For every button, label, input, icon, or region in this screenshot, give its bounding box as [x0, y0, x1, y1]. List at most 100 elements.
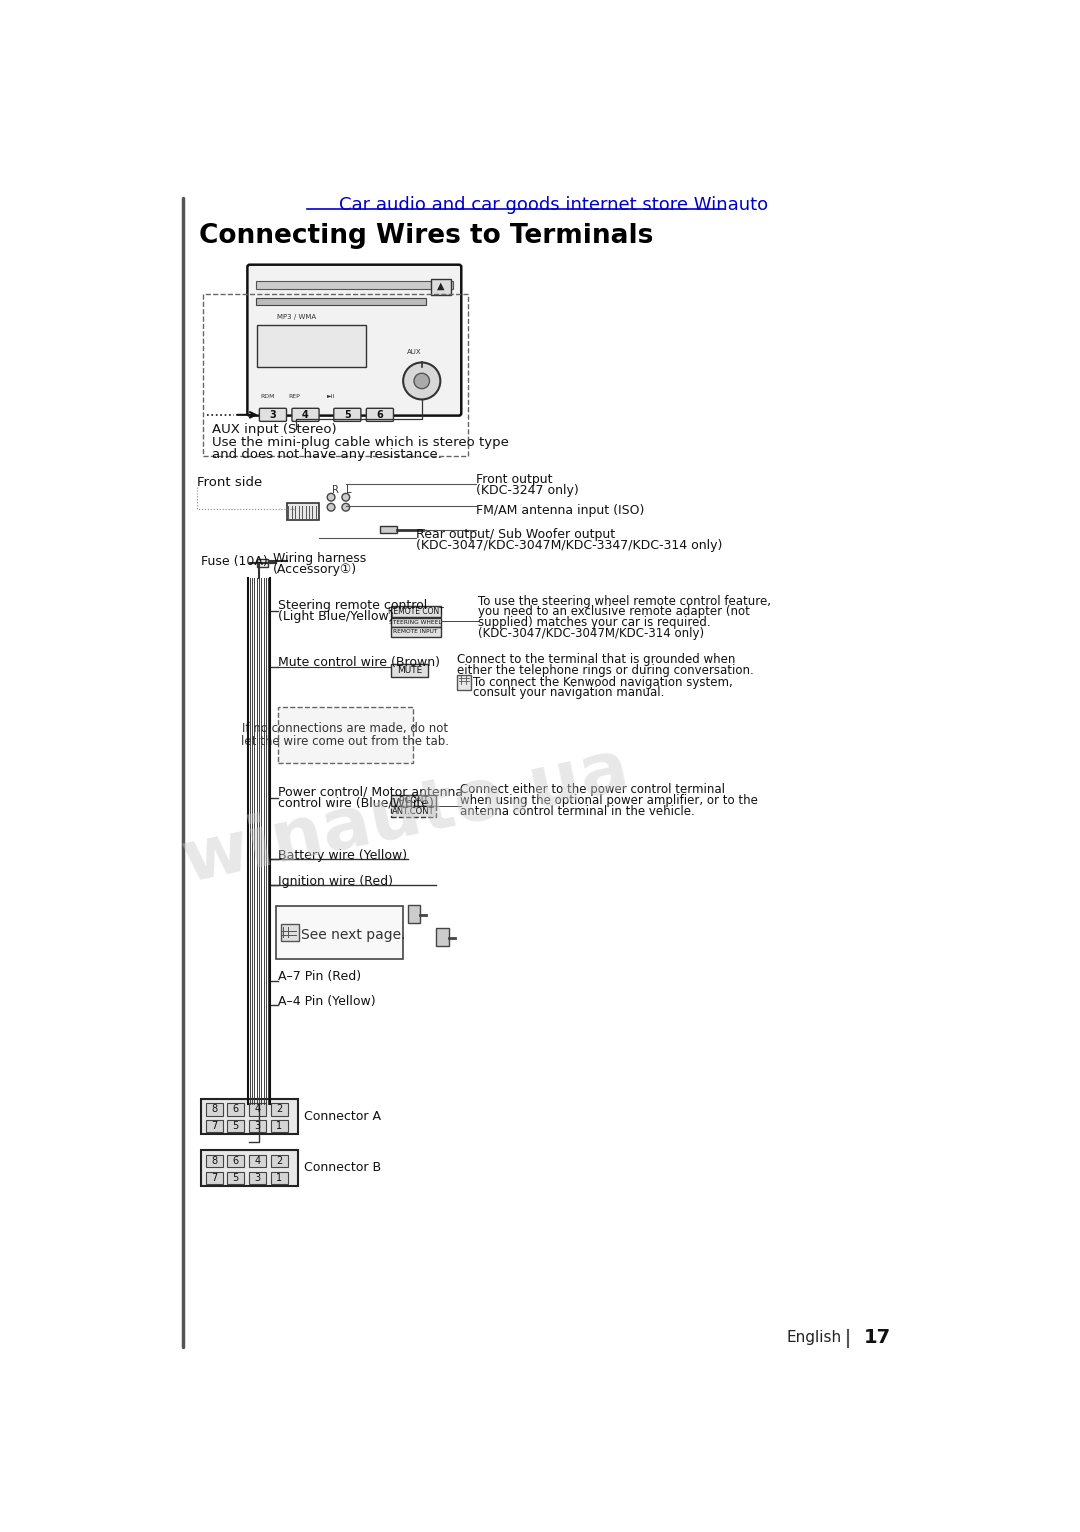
- Text: 7: 7: [211, 1174, 217, 1183]
- Text: antenna control terminal in the vehicle.: antenna control terminal in the vehicle.: [460, 804, 696, 818]
- Text: 2: 2: [276, 1157, 282, 1166]
- Text: Fuse (10A): Fuse (10A): [201, 555, 268, 568]
- Text: English: English: [786, 1330, 841, 1345]
- Text: Connector A: Connector A: [303, 1109, 381, 1123]
- Text: Use the mini-plug cable which is stereo type: Use the mini-plug cable which is stereo …: [213, 435, 510, 449]
- Bar: [257, 325, 366, 368]
- Text: supplied) matches your car is required.: supplied) matches your car is required.: [477, 616, 711, 630]
- Text: 6: 6: [232, 1157, 239, 1166]
- Bar: [203, 294, 469, 455]
- Bar: [256, 280, 453, 288]
- Text: you need to an exclusive remote adapter (not: you need to an exclusive remote adapter …: [477, 605, 750, 619]
- Text: 1: 1: [276, 1121, 282, 1131]
- Bar: [408, 904, 420, 924]
- Text: (Light Blue/Yellow): (Light Blue/Yellow): [278, 610, 393, 624]
- Bar: [391, 617, 441, 628]
- FancyBboxPatch shape: [259, 409, 286, 421]
- Text: consult your navigation manual.: consult your navigation manual.: [473, 686, 664, 699]
- Text: 3: 3: [255, 1174, 260, 1183]
- Bar: [257, 559, 268, 567]
- Text: RDM: RDM: [260, 394, 275, 398]
- Bar: [227, 1155, 244, 1167]
- FancyBboxPatch shape: [457, 676, 471, 689]
- Text: Rear output/ Sub Woofer output: Rear output/ Sub Woofer output: [416, 527, 615, 541]
- Text: 3: 3: [255, 1121, 260, 1131]
- Text: Connect to the terminal that is grounded when: Connect to the terminal that is grounded…: [458, 653, 735, 666]
- Bar: [391, 795, 435, 806]
- Text: R: R: [332, 484, 338, 495]
- Text: 6: 6: [377, 411, 383, 420]
- Bar: [271, 1155, 287, 1167]
- Bar: [271, 1172, 287, 1184]
- Bar: [201, 1151, 298, 1186]
- Bar: [287, 504, 320, 521]
- Bar: [278, 708, 414, 763]
- Text: (KDC-3047/KDC-3047M/KDC-3347/KDC-314 only): (KDC-3047/KDC-3047M/KDC-3347/KDC-314 onl…: [416, 539, 721, 552]
- Text: 3: 3: [270, 411, 276, 420]
- Text: Connecting Wires to Terminals: Connecting Wires to Terminals: [199, 224, 653, 250]
- Text: MUTE: MUTE: [396, 666, 422, 676]
- Text: 1: 1: [276, 1174, 282, 1183]
- FancyBboxPatch shape: [366, 409, 393, 421]
- Text: Front output: Front output: [476, 473, 553, 486]
- Text: AUX: AUX: [407, 349, 421, 355]
- Text: MP3 / WMA: MP3 / WMA: [276, 314, 315, 320]
- Text: Wiring harness: Wiring harness: [273, 553, 366, 565]
- Text: winauto.ua: winauto.ua: [176, 734, 636, 896]
- Bar: [205, 1120, 222, 1132]
- Text: FM/AM antenna input (ISO): FM/AM antenna input (ISO): [476, 504, 645, 516]
- Bar: [227, 1120, 244, 1132]
- Bar: [248, 1103, 266, 1115]
- FancyBboxPatch shape: [282, 924, 298, 941]
- FancyBboxPatch shape: [292, 409, 319, 421]
- Text: Ignition wire (Red): Ignition wire (Red): [278, 875, 393, 889]
- Text: 17: 17: [864, 1328, 891, 1347]
- Text: 5: 5: [232, 1174, 239, 1183]
- Text: Power control/ Motor antenna: Power control/ Motor antenna: [278, 786, 462, 798]
- Text: either the telephone rings or during conversation.: either the telephone rings or during con…: [458, 663, 754, 677]
- FancyBboxPatch shape: [334, 409, 361, 421]
- Text: when using the optional power amplifier, or to the: when using the optional power amplifier,…: [460, 794, 758, 807]
- Text: Car audio and car goods internet store Winauto: Car audio and car goods internet store W…: [339, 196, 768, 214]
- Text: 4: 4: [302, 411, 309, 420]
- Text: L: L: [347, 484, 352, 495]
- Circle shape: [403, 363, 441, 400]
- Text: Connector B: Connector B: [303, 1161, 381, 1175]
- Text: 7: 7: [211, 1121, 217, 1131]
- Text: let the wire come out from the tab.: let the wire come out from the tab.: [241, 735, 449, 748]
- Text: A–7 Pin (Red): A–7 Pin (Red): [278, 970, 361, 984]
- Text: 8: 8: [211, 1157, 217, 1166]
- Text: STEERING WHEEL: STEERING WHEEL: [389, 620, 442, 625]
- Text: control wire (Blue/White): control wire (Blue/White): [278, 797, 433, 809]
- Circle shape: [414, 374, 430, 389]
- Text: 4: 4: [255, 1105, 260, 1114]
- Circle shape: [342, 504, 350, 512]
- Bar: [380, 525, 397, 533]
- Bar: [248, 1172, 266, 1184]
- FancyBboxPatch shape: [276, 905, 403, 959]
- Text: 2: 2: [276, 1105, 282, 1114]
- Text: P.CONT: P.CONT: [399, 797, 429, 806]
- Text: 5: 5: [343, 411, 351, 420]
- Text: Front side: Front side: [197, 476, 262, 489]
- Bar: [227, 1172, 244, 1184]
- Text: ▲: ▲: [437, 282, 445, 291]
- Bar: [248, 1155, 266, 1167]
- Text: See next page.: See next page.: [301, 927, 405, 942]
- Text: AUX input (Stereo): AUX input (Stereo): [213, 423, 337, 437]
- FancyBboxPatch shape: [247, 265, 461, 415]
- Text: 6: 6: [232, 1105, 239, 1114]
- Text: Battery wire (Yellow): Battery wire (Yellow): [278, 849, 407, 863]
- Text: REP: REP: [288, 394, 300, 398]
- Text: (Accessory①): (Accessory①): [273, 564, 357, 576]
- Text: If no connections are made, do not: If no connections are made, do not: [242, 723, 448, 735]
- Text: Connect either to the power control terminal: Connect either to the power control term…: [460, 783, 726, 797]
- Bar: [436, 928, 449, 947]
- Text: REMOTE CONT: REMOTE CONT: [388, 607, 444, 616]
- Text: Steering remote control: Steering remote control: [278, 599, 427, 613]
- Bar: [391, 628, 441, 637]
- Text: (KDC-3047/KDC-3047M/KDC-314 only): (KDC-3047/KDC-3047M/KDC-314 only): [477, 627, 704, 640]
- Text: ANT.CONT: ANT.CONT: [392, 807, 434, 817]
- Text: ►II: ►II: [327, 394, 336, 398]
- Text: (KDC-3247 only): (KDC-3247 only): [476, 484, 579, 496]
